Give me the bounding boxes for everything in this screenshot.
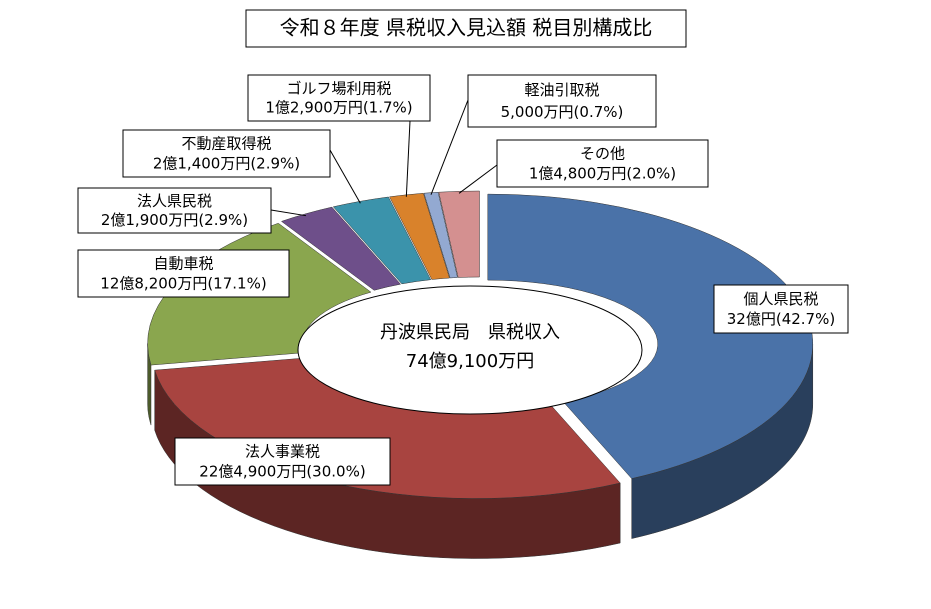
label-box (247, 74, 431, 122)
leader-line (458, 164, 498, 194)
label-box (713, 284, 849, 334)
slice-label: 個人県民税 (743, 290, 818, 308)
slice-label: 軽油引取税 (524, 81, 599, 99)
slice (438, 190, 480, 278)
center-annotation: 丹波県民局 県税収入 (380, 322, 560, 343)
donut-hole (297, 285, 643, 415)
chart-title: 令和８年度 県税収入見込額 税目別構成比 (280, 16, 653, 40)
leader-line (270, 209, 307, 217)
slice (280, 206, 402, 291)
value-label: 1億2,900万円(1.7%) (265, 99, 412, 117)
slice (332, 196, 432, 285)
slice-label: 法人県民税 (137, 192, 212, 210)
label-box (77, 249, 290, 298)
slice (389, 192, 450, 280)
value-label: 1億4,800万円(2.0%) (529, 164, 676, 182)
value-label: 22億4,900万円(30.0%) (199, 462, 365, 480)
title-box (245, 9, 687, 48)
slice (423, 191, 458, 279)
label-box (122, 129, 331, 178)
center-annotation: 74億9,100万円 (406, 351, 534, 372)
slice (487, 193, 813, 479)
slice-label: 自動車税 (153, 255, 213, 273)
value-label: 32億円(42.7%) (727, 310, 835, 328)
leader-line (405, 120, 411, 197)
label-box (467, 74, 657, 128)
label-box (174, 437, 391, 486)
label-box (496, 139, 709, 188)
slice-label: ゴルフ場利用税 (286, 79, 391, 97)
value-label: 5,000万円(0.7%) (501, 103, 624, 121)
label-box (77, 187, 272, 234)
slice-label: その他 (580, 145, 625, 163)
leader-line (430, 99, 469, 195)
slice-label: 不動産取得税 (181, 135, 271, 153)
value-label: 2億1,400万円(2.9%) (153, 154, 300, 172)
leader-line (329, 149, 361, 204)
slice-label: 法人事業税 (245, 443, 320, 461)
value-label: 12億8,200万円(17.1%) (100, 274, 266, 292)
value-label: 2億1,900万円(2.9%) (101, 211, 248, 229)
